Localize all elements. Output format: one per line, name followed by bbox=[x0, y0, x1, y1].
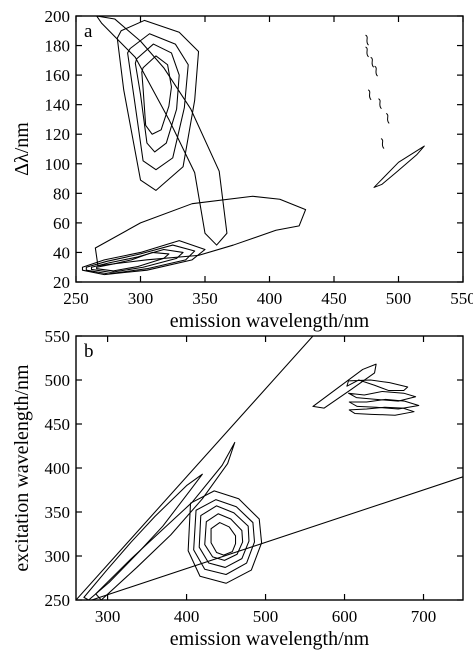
panel-a-contour-set-1-level-2 bbox=[134, 43, 180, 153]
panel-b-noise-band-6 bbox=[346, 379, 409, 392]
panel-b-contour-band-1 bbox=[83, 473, 203, 600]
panel-b-noise-band-9 bbox=[348, 406, 415, 416]
panel-b-y-axis-label: excitation wavelength/nm bbox=[11, 364, 33, 572]
panel-a-contour-band-2 bbox=[94, 195, 307, 267]
panel-b-contour-set-0-level-1 bbox=[193, 499, 256, 576]
panel-a-noise-mark-4-7 bbox=[380, 138, 385, 149]
panel-a-contour-set-0-level-1 bbox=[85, 244, 196, 275]
panel-b-x-tick-label-3: 600 bbox=[332, 607, 358, 626]
panel-b-y-tick-label-1: 300 bbox=[45, 547, 71, 566]
panel-b-contour-set-0-level-0 bbox=[187, 490, 263, 584]
panel-a-y-tick-label-4: 100 bbox=[45, 155, 71, 174]
panel-a-y-tick-label-7: 160 bbox=[45, 66, 71, 85]
panel-a-x-tick-label-2: 350 bbox=[192, 289, 218, 308]
panel-a-x-tick-label-3: 400 bbox=[257, 289, 283, 308]
panel-a-y-tick-label-0: 20 bbox=[53, 273, 70, 292]
panel-a-contour-set-1-level-0 bbox=[116, 19, 200, 191]
panel-a-noise-band-5 bbox=[373, 145, 425, 188]
panel-a-panel-label: a bbox=[84, 21, 93, 42]
panel-b-y-tick-label-2: 350 bbox=[45, 503, 71, 522]
panel-b-line-3 bbox=[76, 336, 314, 600]
panel-b-contour-band-5 bbox=[312, 363, 377, 409]
panel-a-plot-area bbox=[81, 16, 425, 276]
panel-b-y-tick-label-3: 400 bbox=[45, 459, 71, 478]
panel-a-x-tick-label-4: 450 bbox=[321, 289, 347, 308]
panel-b-y-tick-label-5: 500 bbox=[45, 371, 71, 390]
panel-a-x-tick-label-0: 250 bbox=[63, 289, 89, 308]
panel-b-contour-set-0-level-4 bbox=[210, 522, 237, 556]
panel-a-contour-set-1-level-1 bbox=[127, 33, 189, 171]
panel-b-frame bbox=[75, 335, 464, 601]
panel-b-noise-band-8 bbox=[348, 398, 420, 410]
panel-b-x-axis-label: emission wavelength/nm bbox=[170, 628, 370, 650]
panel-b-x-tick-label-1: 400 bbox=[174, 607, 200, 626]
panel-a-noise-mark-4-6 bbox=[385, 112, 390, 124]
panel-b-contour-set-0-level-3 bbox=[204, 513, 244, 561]
panel-a-y-tick-label-8: 180 bbox=[45, 37, 71, 56]
panel-a-noise-mark-4-2 bbox=[370, 56, 375, 68]
panel-a-y-tick-label-3: 80 bbox=[53, 184, 70, 203]
panel-b-y-tick-label-6: 550 bbox=[45, 327, 71, 346]
panel-b-x-tick-label-0: 300 bbox=[95, 607, 121, 626]
panel-a-noise-mark-4-1 bbox=[365, 46, 369, 58]
panel-b-y-tick-label-4: 450 bbox=[45, 415, 71, 434]
panel-a-y-tick-label-5: 120 bbox=[45, 125, 71, 144]
panel-a-noise-mark-4-0 bbox=[365, 34, 369, 46]
panel-a-contour-set-0-level-0 bbox=[81, 240, 206, 276]
panel-a-contour-set-0-level-3 bbox=[96, 251, 170, 272]
panel-a-noise-mark-4-4 bbox=[367, 89, 372, 101]
panel-b-x-tick-label-2: 500 bbox=[253, 607, 279, 626]
panel-a-y-tick-label-9: 200 bbox=[45, 7, 71, 26]
panel-a-y-tick-label-6: 140 bbox=[45, 96, 71, 115]
panel-b-plot-area bbox=[76, 336, 463, 600]
panel-a-x-tick-label-5: 500 bbox=[386, 289, 412, 308]
panel-a-x-tick-label-1: 300 bbox=[128, 289, 154, 308]
panel-a-y-tick-label-2: 60 bbox=[53, 214, 70, 233]
panel-b-contour-set-0-level-2 bbox=[198, 505, 250, 568]
panel-a-x-tick-label-6: 550 bbox=[450, 289, 473, 308]
panel-a-contour-set-1-level-3 bbox=[141, 55, 172, 135]
panel-b-panel-label: b bbox=[84, 341, 94, 362]
panel-a-x-axis-label: emission wavelength/nm bbox=[170, 310, 370, 332]
panel-b-line-4 bbox=[91, 476, 463, 600]
panel-b-y-tick-label-0: 250 bbox=[45, 591, 71, 610]
panel-a-contour-band-3 bbox=[96, 16, 228, 246]
panel-a-noise-mark-4-3 bbox=[374, 65, 378, 77]
panel-b-noise-band-7 bbox=[347, 390, 417, 402]
panel-a-y-axis-label: Δλ/nm bbox=[11, 122, 33, 176]
panel-a-y-tick-label-1: 40 bbox=[53, 243, 70, 262]
panel-a-noise-mark-4-5 bbox=[378, 98, 382, 110]
panel-b-contour-band-2 bbox=[95, 441, 236, 600]
panel-b-x-tick-label-4: 700 bbox=[411, 607, 437, 626]
